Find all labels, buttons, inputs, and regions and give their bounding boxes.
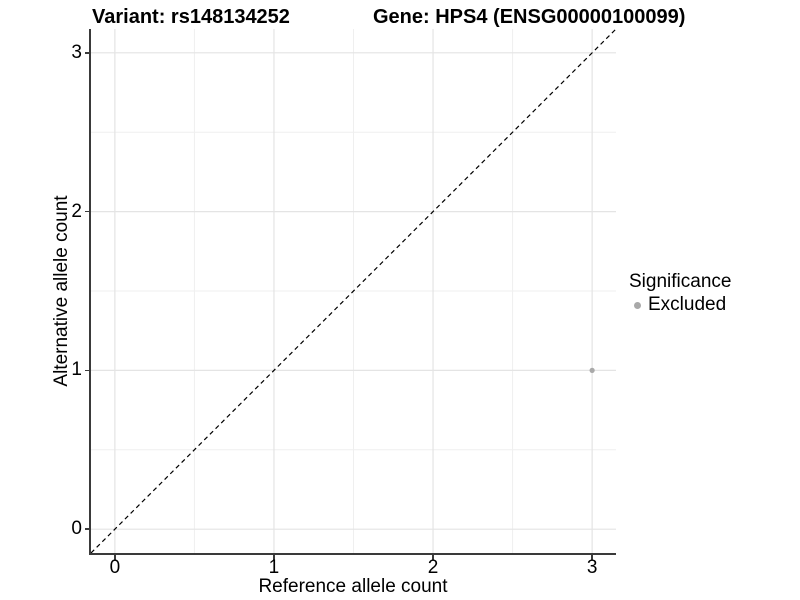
x-axis-tick xyxy=(591,555,593,560)
x-axis-title: Reference allele count xyxy=(258,576,448,597)
plot-title-variant: Variant: rs148134252 xyxy=(92,6,290,28)
plot-canvas xyxy=(91,29,616,553)
identity-reference-line xyxy=(91,29,616,553)
y-axis-tick-label: 3 xyxy=(71,41,82,63)
data-point xyxy=(589,367,595,373)
legend: Significance Excluded xyxy=(629,271,731,316)
x-axis-tick xyxy=(273,555,275,560)
x-axis-tick-label: 2 xyxy=(427,557,439,578)
legend-title: Significance xyxy=(629,271,732,292)
x-axis-tick-label: 1 xyxy=(268,557,280,578)
x-axis-tick-label: 0 xyxy=(109,557,121,578)
legend-item-excluded: Excluded xyxy=(629,294,731,316)
y-axis-tick xyxy=(84,528,89,530)
y-axis-tick xyxy=(84,210,89,213)
y-axis-title: Alternative allele count xyxy=(51,195,72,387)
y-axis-tick xyxy=(84,52,89,54)
legend-item-label: Excluded xyxy=(648,294,727,315)
x-axis-tick xyxy=(114,555,116,560)
y-axis-tick-label: 1 xyxy=(71,359,82,381)
excluded-point-icon xyxy=(634,301,641,309)
plot-title-gene: Gene: HPS4 (ENSG00000100099) xyxy=(373,6,686,28)
plot-panel xyxy=(89,29,616,555)
x-axis-tick-label: 3 xyxy=(586,557,598,578)
y-axis-tick-label: 0 xyxy=(71,518,82,540)
x-axis-tick xyxy=(432,555,434,560)
y-axis-tick-label: 2 xyxy=(71,200,82,222)
y-axis-tick xyxy=(84,369,89,372)
